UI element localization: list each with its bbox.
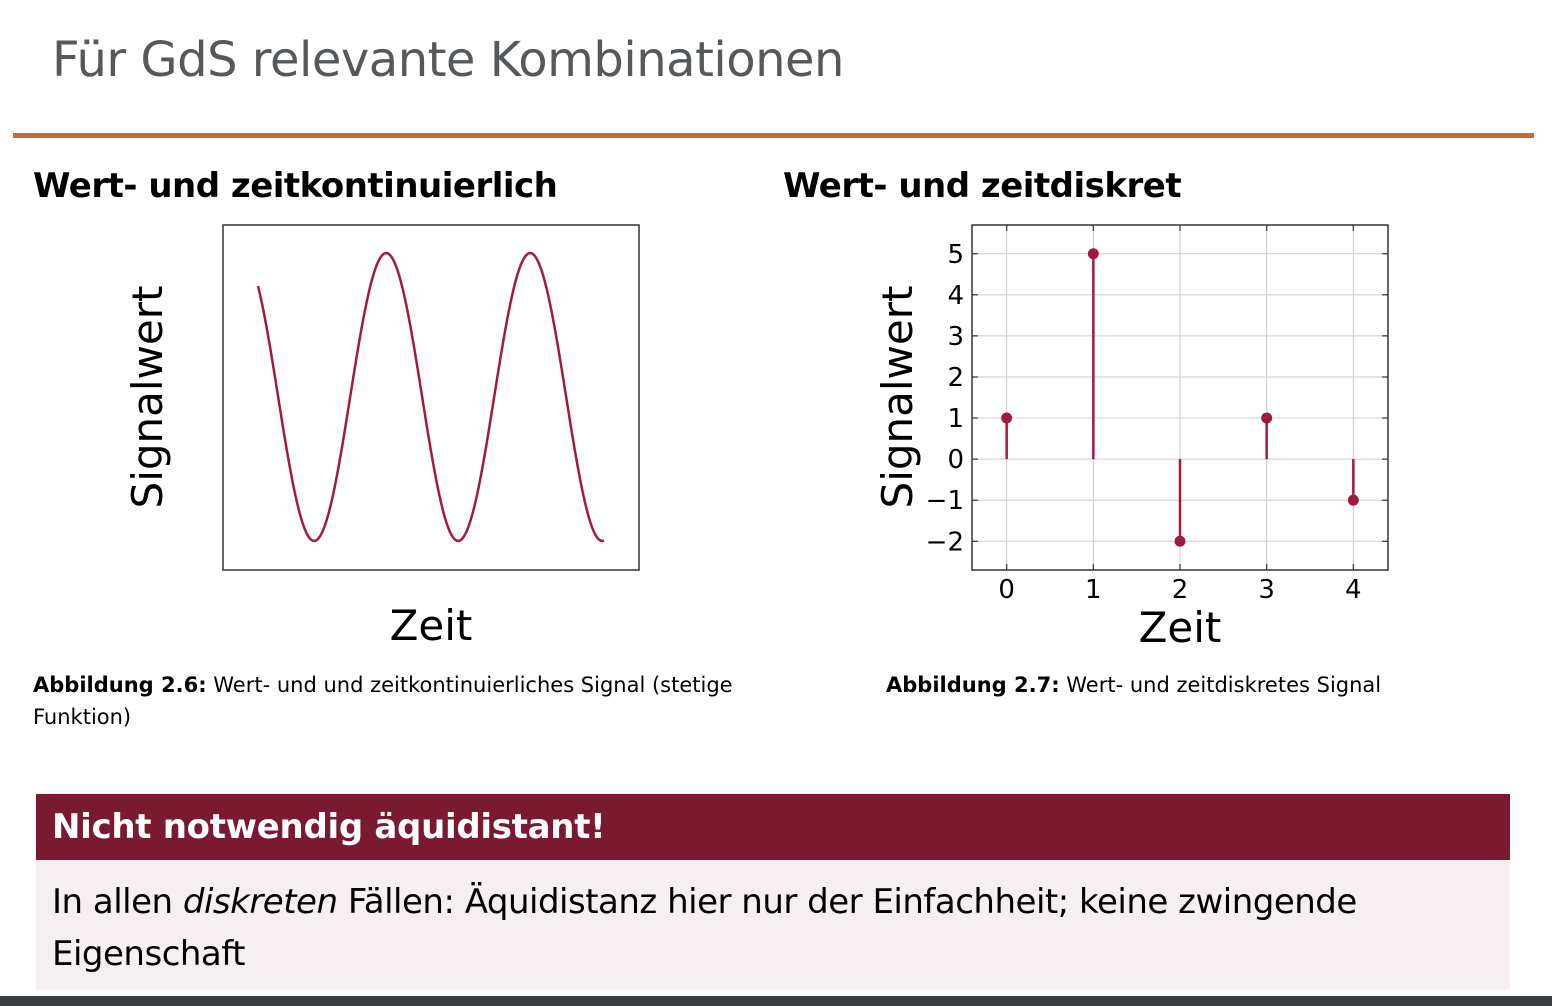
- note-emphasis: diskreten: [182, 882, 338, 922]
- y-tick-label: −2: [926, 527, 964, 557]
- stem-marker: [1001, 412, 1013, 424]
- page-title: Für GdS relevante Kombinationen: [52, 32, 844, 88]
- continuous-signal-curve: [256, 251, 605, 543]
- y-tick-label: 0: [947, 445, 964, 475]
- section-heading-continuous: Wert- und zeitkontinuierlich: [33, 166, 558, 206]
- discrete-signal-plot: 0 1 2 3 4 5 4 3 2 1 0 −1 −2 Signalwert Zeit: [873, 224, 1389, 652]
- title-divider: [13, 133, 1534, 138]
- stem-marker: [1347, 494, 1359, 506]
- caption-label: Abbildung 2.7:: [886, 673, 1060, 697]
- stem-marker: [1261, 412, 1273, 424]
- caption-label: Abbildung 2.6:: [33, 673, 207, 697]
- x-tick-label: 2: [1172, 575, 1189, 605]
- y-tick-label: 3: [947, 322, 964, 352]
- y-tick-label: −1: [926, 486, 964, 516]
- x-tick-label: 1: [1085, 575, 1102, 605]
- y-tick-label: 2: [947, 363, 964, 393]
- section-heading-discrete: Wert- und zeitdiskret: [783, 166, 1182, 206]
- continuous-signal-plot: Signalwert Zeit: [123, 224, 640, 650]
- figure-caption-2-6: Abbildung 2.6: Wert- und und zeitkontinu…: [33, 669, 753, 733]
- x-axis-label: Zeit: [1139, 603, 1222, 652]
- y-tick-label: 1: [947, 404, 964, 434]
- bottom-bar: [0, 996, 1552, 1006]
- x-tick-label: 4: [1345, 575, 1362, 605]
- note-box: Nicht notwendig äquidistant! In allen di…: [36, 794, 1510, 990]
- x-axis-label: Zeit: [390, 601, 473, 650]
- ticks: 0 1 2 3 4 5 4 3 2 1 0 −1 −2: [926, 225, 1388, 605]
- plot-frame: [222, 224, 640, 571]
- stems: [1001, 248, 1359, 547]
- stem-marker: [1174, 535, 1186, 547]
- note-text-start: In allen: [52, 882, 183, 922]
- x-tick-label: 0: [998, 575, 1015, 605]
- note-heading: Nicht notwendig äquidistant!: [36, 794, 1510, 860]
- x-tick-label: 3: [1258, 575, 1275, 605]
- figure-caption-2-7: Abbildung 2.7: Wert- und zeitdiskretes S…: [886, 669, 1526, 701]
- y-tick-label: 4: [947, 281, 964, 311]
- stem-marker: [1087, 248, 1099, 260]
- note-body: In allen diskreten Fällen: Äquidistanz h…: [36, 860, 1510, 990]
- caption-text: Wert- und und zeitkontinuierliches Signa…: [33, 673, 733, 729]
- note-text-end: Fällen: Äquidistanz hier nur der Einfach…: [52, 882, 1357, 974]
- caption-text: Wert- und zeitdiskretes Signal: [1059, 673, 1382, 697]
- y-tick-label: 5: [947, 240, 964, 270]
- y-axis-label: Signalwert: [873, 286, 922, 509]
- y-axis-label: Signalwert: [123, 286, 172, 509]
